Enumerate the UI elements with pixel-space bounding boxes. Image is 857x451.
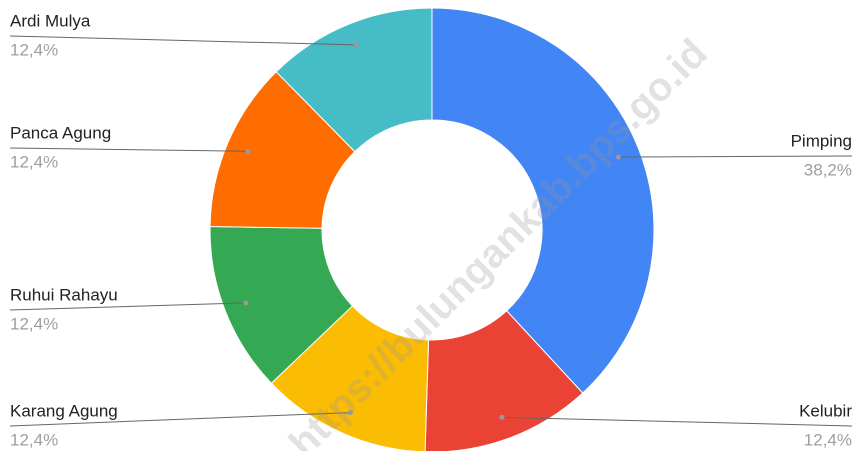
legend-label: Ardi Mulya [10,11,91,30]
leader-line [9,302,246,311]
data-label: 12,4% [10,40,58,59]
labels: Pimping 38,2% Kelubir 12,4% Karang Agung 12,4… [9,11,853,449]
leader-line [618,155,853,158]
leader-dot [615,154,621,160]
data-label: 12,4% [10,314,58,333]
legend-label: Ruhui Rahayu [10,285,118,304]
leader-line [9,412,351,427]
legend-label: Karang Agung [10,401,118,420]
leader-dot [499,414,505,420]
leader-dot [353,42,359,48]
legend-label: Kelubir [799,401,852,420]
leader-line [9,35,357,46]
data-label: 38,2% [804,160,852,179]
data-label: 12,4% [10,152,58,171]
data-label: 12,4% [10,430,58,449]
data-label: 12,4% [804,430,852,449]
slice [431,7,655,394]
donut [209,7,655,451]
slice [424,310,584,451]
leader-line [9,147,249,152]
leader-dot [245,148,251,154]
leader-line [501,416,853,427]
legend-label: Panca Agung [10,123,111,142]
leader-dot [347,410,353,416]
legend-label: Pimping [791,131,852,150]
leader-dot [243,300,249,306]
